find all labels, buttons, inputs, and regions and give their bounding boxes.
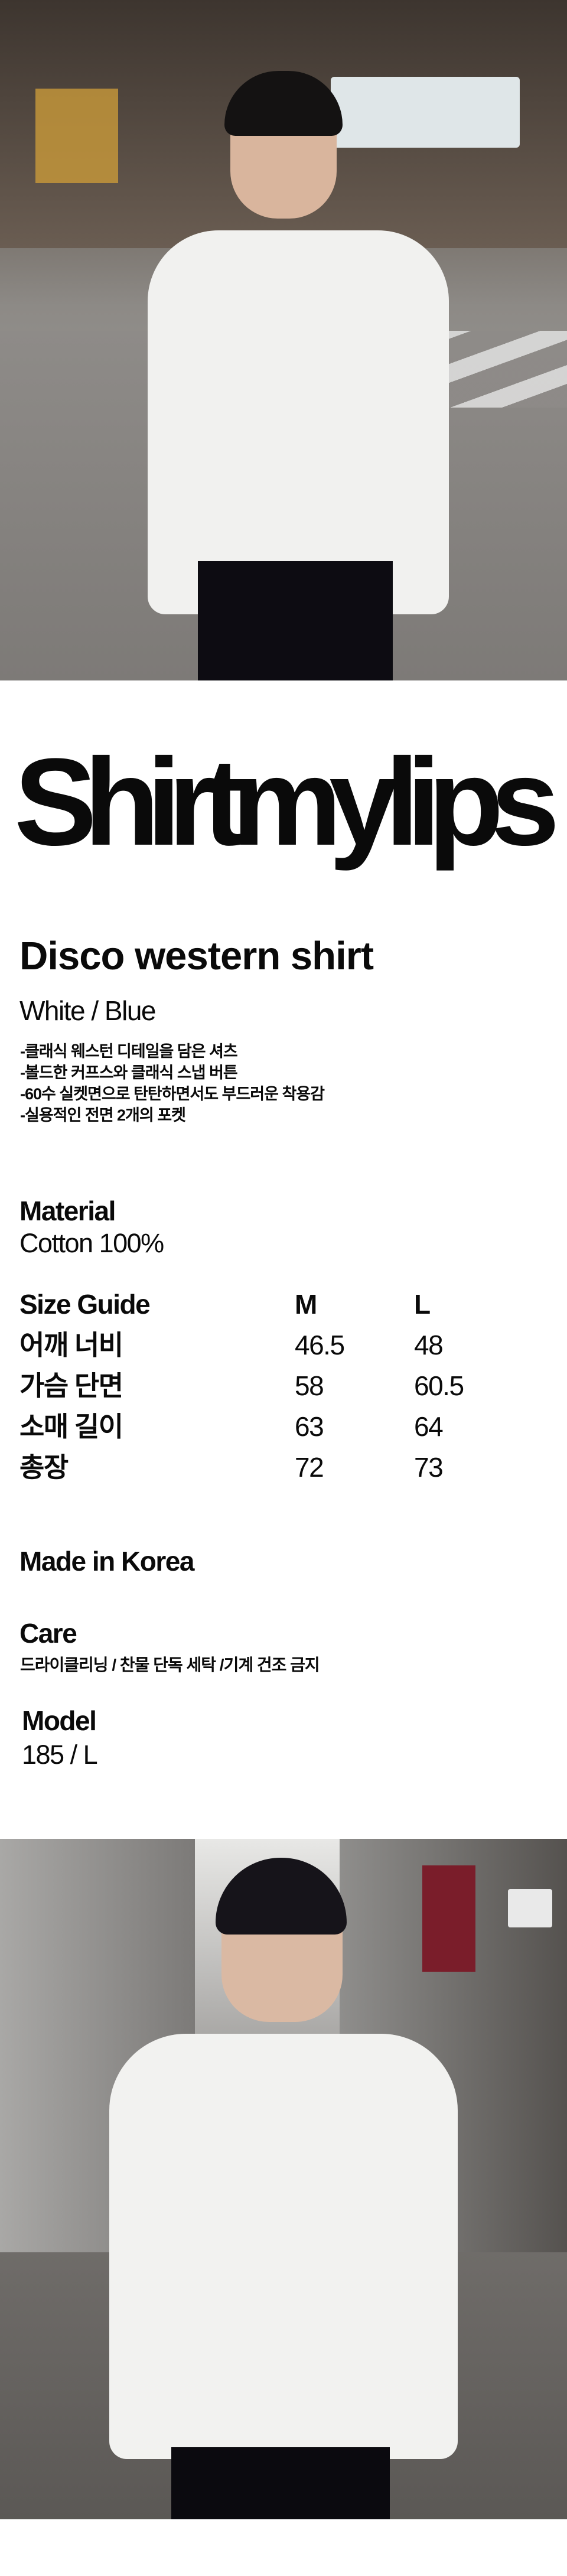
value-l: 64 — [414, 1411, 444, 1442]
product-photo-alley-front — [0, 1839, 567, 2519]
model-black-pants — [198, 561, 393, 680]
size-m-header: M — [295, 1289, 317, 1320]
material-label: Material — [19, 1196, 116, 1226]
red-sign — [422, 1865, 475, 1972]
model-white-shirt — [148, 230, 449, 614]
material-value: Cotton 100% — [19, 1228, 164, 1258]
feature-item: -60수 실켓면으로 탄탄하면서도 부드러운 착용감 — [20, 1085, 325, 1103]
value-m: 58 — [295, 1370, 324, 1401]
value-l: 60.5 — [414, 1370, 464, 1401]
model-value: 185 / L — [22, 1740, 98, 1770]
value-m: 63 — [295, 1411, 324, 1442]
model-white-shirt — [109, 2034, 458, 2459]
air-conditioner — [508, 1889, 552, 1927]
feature-item: -실용적인 전면 2개의 포켓 — [20, 1106, 186, 1124]
row-label: 총장 — [19, 1452, 69, 1483]
care-label: Care — [19, 1618, 77, 1649]
feature-item: -클래식 웨스턴 디테일을 담은 셔츠 — [20, 1043, 238, 1060]
feature-list: -클래식 웨스턴 디테일을 담은 셔츠 -볼드한 커프스와 클래식 스냅 버튼 … — [20, 1041, 325, 1126]
product-photo-street-front — [0, 0, 567, 680]
row-label: 가슴 단면 — [19, 1370, 123, 1401]
value-l: 73 — [414, 1452, 444, 1483]
row-label: 소매 길이 — [19, 1411, 123, 1442]
product-title: Disco western shirt — [19, 934, 374, 978]
value-m: 46.5 — [295, 1330, 345, 1360]
care-value: 드라이클리닝 / 찬물 단독 세탁 /기계 건조 금지 — [20, 1656, 320, 1674]
brand-logo: Shirtmylips — [14, 732, 560, 871]
value-m: 72 — [295, 1452, 324, 1483]
model-black-pants — [171, 2447, 390, 2519]
product-colors: White / Blue — [19, 995, 157, 1026]
model-hair — [216, 1858, 347, 1935]
neon-sign — [35, 89, 118, 183]
shop-sign — [331, 77, 520, 148]
feature-item: -볼드한 커프스와 클래식 스냅 버튼 — [20, 1064, 238, 1082]
value-l: 48 — [414, 1330, 444, 1360]
size-l-header: L — [414, 1289, 431, 1320]
model-label: Model — [22, 1705, 97, 1736]
origin-label: Made in Korea — [19, 1546, 194, 1577]
size-guide-title: Size Guide — [19, 1289, 151, 1320]
row-label: 어깨 너비 — [19, 1330, 123, 1360]
